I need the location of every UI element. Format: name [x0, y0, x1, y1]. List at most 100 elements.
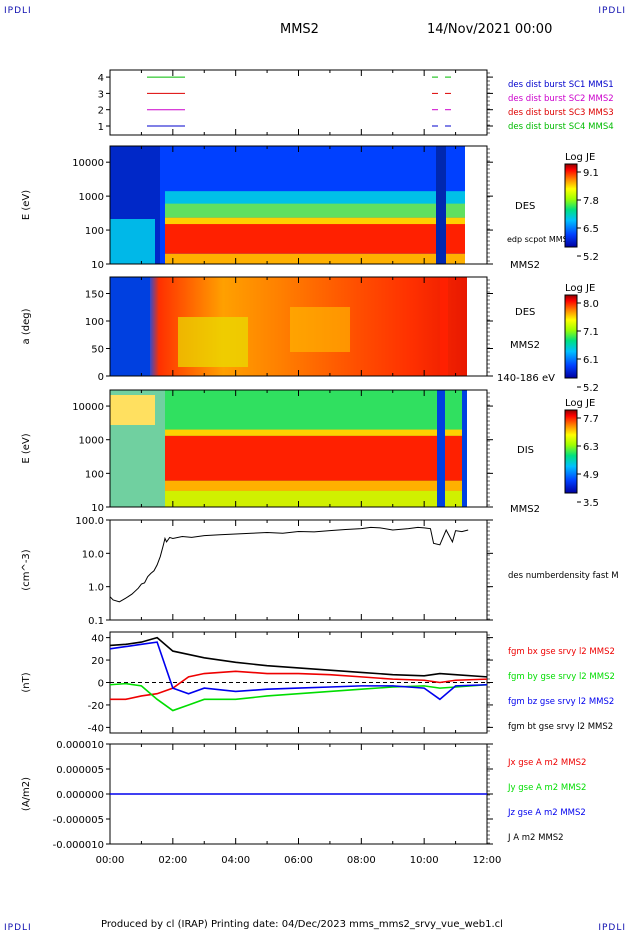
des-energy-green-band: [165, 203, 465, 218]
series-label: Jz gse A m2 MMS2: [507, 808, 586, 818]
series-label: Jy gse A m2 MMS2: [507, 783, 586, 793]
des-energy-red-band: [165, 224, 465, 254]
magnetic-field-y-label: 20: [91, 656, 104, 667]
availability-y-label: 4: [98, 73, 104, 84]
des-energy-no-data: [465, 146, 487, 264]
current-density-y-label: 0.000005: [56, 765, 104, 776]
colorbar-tick-label: 7.7: [583, 414, 599, 425]
des-energy-y-label: 100: [85, 226, 104, 237]
datetime-title: 14/Nov/2021 00:00: [427, 22, 553, 37]
colorbar-tick-label: 6.3: [583, 442, 599, 453]
legend-entry: des dist burst SC4 MMS4: [508, 122, 614, 132]
panel-right-label: DIS: [517, 445, 534, 456]
panel-availability-frame: [109, 69, 488, 136]
pitch-angle-y-label: 0: [98, 372, 104, 383]
colorbar-tick-label: 7.8: [583, 196, 599, 207]
availability-y-label: 1: [98, 122, 104, 133]
dis-energy-yellow-band: [165, 429, 465, 436]
current-density-y-label: 0.000000: [56, 790, 104, 801]
des-energy-y-label: 10: [91, 260, 104, 271]
pitch-angle-yellow-patch: [290, 307, 350, 352]
series-label: fgm bt gse srvy l2 MMS2: [508, 722, 613, 732]
magnetic-field-y-label: -40: [88, 723, 104, 734]
des-energy-low-band: [165, 253, 465, 264]
pitch-angle-yellow-patch: [178, 317, 248, 367]
colorbar-tick-label: 3.5: [583, 498, 599, 509]
density-y-label: 1.0: [88, 583, 104, 594]
pitch-angle-y-label: 100: [85, 317, 104, 328]
x-tick-label: 04:00: [221, 855, 250, 866]
pitch-angle-y-title: a (deg): [21, 308, 32, 344]
pitch-angle-y-label: 150: [85, 290, 104, 301]
series-label: fgm bz gse srvy l2 MMS2: [508, 697, 614, 707]
pitch-angle-early-region: [110, 277, 150, 376]
dis-energy-y-label: 10000: [72, 402, 104, 413]
des-energy-y-title: E (eV): [21, 190, 32, 220]
density-y-label: 10.0: [82, 549, 104, 560]
magnetic-field-series-line: [109, 682, 488, 712]
corner-label-bl: IPDLI: [4, 923, 32, 933]
colorbar-title: Log JE: [565, 283, 595, 294]
x-tick-label: 02:00: [158, 855, 187, 866]
legend-entry: des dist burst SC3 MMS3: [508, 108, 614, 118]
colorbar-tick-label: 5.2: [583, 383, 599, 394]
pitch-angle-y-label: 50: [91, 345, 104, 356]
density-y-label: 100.0: [75, 516, 104, 527]
density-y-title: (cm^-3): [21, 549, 32, 590]
dis-energy-red-band: [165, 435, 465, 481]
panel-right-label: MMS2: [510, 260, 540, 271]
colorbar-tick-label: 4.9: [583, 470, 599, 481]
des-energy-y-label: 1000: [79, 192, 104, 203]
colorbar-tick-label: 5.2: [583, 252, 599, 263]
colorbar-tick-label: 7.1: [583, 327, 599, 338]
dis-energy-y-label: 100: [85, 469, 104, 480]
series-label: J A m2 MMS2: [507, 833, 564, 843]
panel-right-label: 140-186 eV: [497, 373, 555, 384]
current-density-y-title: (A/m2): [21, 777, 32, 811]
plot-canvas: 4 3 2 1 des dist burst SC1 MMS1 des dist burs…: [21, 69, 619, 866]
density-y-label: 0.1: [88, 616, 104, 627]
dis-energy-no-data: [467, 390, 487, 507]
pitch-angle-no-data: [467, 277, 487, 376]
x-tick-label: 06:00: [284, 855, 313, 866]
magnetic-field-series-line: [109, 636, 488, 678]
series-label: fgm bx gse srvy l2 MMS2: [508, 647, 615, 657]
series-label: Jx gse A m2 MMS2: [507, 758, 586, 768]
magnetic-field-series-line: [109, 641, 488, 701]
legend-entry: des dist burst SC2 MMS2: [508, 94, 614, 104]
dis-energy-y-label: 1000: [79, 436, 104, 447]
magnetic-field-y-label: 40: [91, 634, 104, 645]
x-tick-label: 00:00: [96, 855, 125, 866]
dis-energy-orange-band: [165, 480, 465, 491]
dis-energy-y-title: E (eV): [21, 433, 32, 463]
corner-label-tl: IPDLI: [4, 6, 32, 16]
magnetic-field-y-label: 0: [98, 679, 104, 690]
colorbar-pitch-angle: [564, 294, 578, 379]
density-series-line: [109, 526, 469, 603]
colorbar-tick-label: 6.1: [583, 355, 599, 366]
x-tick-label: 12:00: [473, 855, 502, 866]
des-energy-gap-stripe: [436, 146, 446, 264]
dis-energy-early-region: [110, 395, 155, 425]
x-tick-label: 08:00: [347, 855, 376, 866]
panel-right-label: DES: [515, 201, 535, 212]
pitch-angle-red-stripe: [440, 277, 448, 376]
x-tick-label: 10:00: [410, 855, 439, 866]
panel-right-label: DES: [515, 307, 535, 318]
des-energy-early-region: [110, 219, 155, 264]
dis-energy-y-label: 10: [91, 503, 104, 514]
legend-entry: des dist burst SC1 MMS1: [508, 80, 614, 90]
colorbar-tick-label: 9.1: [583, 168, 599, 179]
dis-energy-gap-stripe: [462, 390, 467, 507]
colorbar-tick-label: 8.0: [583, 299, 599, 310]
corner-label-tr: IPDLI: [598, 6, 626, 16]
footer-credit: Produced by cl (IRAP) Printing date: 04/…: [101, 919, 503, 930]
panel-density-frame: [109, 519, 488, 621]
magnetic-field-y-title: (nT): [21, 672, 32, 692]
colorbar-title: Log JE: [565, 398, 595, 409]
colorbar-dis-energy: [564, 409, 578, 494]
dis-energy-gap-stripe: [437, 390, 445, 507]
des-energy-y-label: 10000: [72, 158, 104, 169]
panel-right-label: edp scpot MMS2: [507, 235, 573, 244]
current-density-y-label: -0.000010: [53, 840, 104, 851]
